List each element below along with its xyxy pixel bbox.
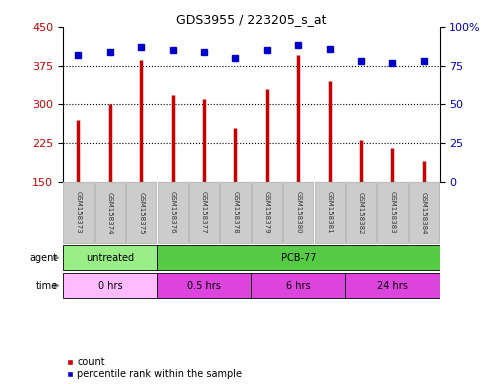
Text: 6 hrs: 6 hrs: [286, 281, 311, 291]
Text: GSM158378: GSM158378: [232, 192, 239, 234]
Bar: [126, 182, 156, 243]
Text: PCB-77: PCB-77: [281, 253, 316, 263]
Text: GSM158376: GSM158376: [170, 192, 176, 234]
Bar: [157, 245, 440, 270]
Bar: [314, 182, 345, 243]
Text: agent: agent: [30, 253, 58, 263]
Text: GSM158373: GSM158373: [75, 192, 82, 234]
Bar: [377, 182, 408, 243]
Bar: [252, 182, 282, 243]
Bar: [63, 245, 157, 270]
Bar: [220, 182, 251, 243]
Text: GSM158380: GSM158380: [295, 192, 301, 234]
Text: GSM158381: GSM158381: [327, 192, 333, 234]
Text: GSM158384: GSM158384: [421, 192, 427, 234]
Bar: [63, 182, 94, 243]
Bar: [345, 273, 440, 298]
Bar: [157, 182, 188, 243]
Text: 24 hrs: 24 hrs: [377, 281, 408, 291]
Bar: [346, 182, 376, 243]
Bar: [63, 273, 157, 298]
Text: GSM158375: GSM158375: [138, 192, 144, 234]
Title: GDS3955 / 223205_s_at: GDS3955 / 223205_s_at: [176, 13, 327, 26]
Bar: [251, 273, 345, 298]
Legend: count, percentile rank within the sample: count, percentile rank within the sample: [68, 357, 242, 379]
Bar: [95, 182, 125, 243]
Text: GSM158374: GSM158374: [107, 192, 113, 234]
Text: GSM158377: GSM158377: [201, 192, 207, 234]
Text: GSM158382: GSM158382: [358, 192, 364, 234]
Text: GSM158379: GSM158379: [264, 192, 270, 234]
Text: GSM158383: GSM158383: [389, 192, 396, 234]
Bar: [283, 182, 313, 243]
Text: 0.5 hrs: 0.5 hrs: [187, 281, 221, 291]
Text: untreated: untreated: [86, 253, 134, 263]
Bar: [189, 182, 219, 243]
Text: 0 hrs: 0 hrs: [98, 281, 122, 291]
Bar: [409, 182, 439, 243]
Bar: [157, 273, 251, 298]
Text: time: time: [36, 281, 58, 291]
